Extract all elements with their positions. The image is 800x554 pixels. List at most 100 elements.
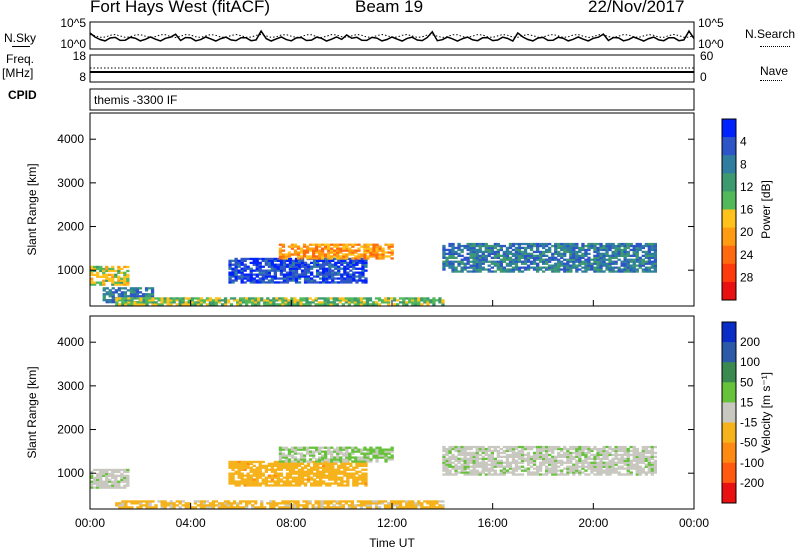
velocity-cell	[305, 448, 310, 451]
velocity-cell	[387, 456, 391, 459]
power-cell	[346, 267, 350, 270]
power-cell	[187, 297, 191, 300]
velocity-cell	[354, 448, 358, 451]
velocity-cell	[377, 502, 382, 505]
velocity-cell	[317, 500, 321, 503]
power-cell	[288, 263, 293, 266]
velocity-cell	[285, 462, 290, 465]
power-cell	[322, 263, 326, 266]
power-cell	[245, 301, 249, 304]
power-cell	[653, 256, 657, 259]
power-cell	[554, 264, 558, 267]
power-cell	[569, 266, 573, 269]
velocity-cell	[281, 446, 286, 449]
power-cell	[231, 275, 235, 278]
velocity-cell	[326, 502, 330, 505]
velocity-cell	[390, 500, 394, 503]
velocity-cell	[288, 462, 293, 465]
velocity-cell	[343, 472, 347, 475]
power-echo-region	[228, 257, 368, 284]
power-cell	[343, 267, 347, 270]
power-cell	[517, 268, 522, 271]
power-cell	[641, 258, 645, 261]
velocity-cell	[551, 445, 555, 449]
velocity-cell	[322, 462, 326, 465]
power-cell	[281, 245, 286, 248]
velocity-cell	[293, 458, 298, 461]
velocity-cell	[333, 456, 337, 459]
power-cell	[632, 268, 636, 271]
velocity-cell	[420, 502, 424, 505]
power-cell	[328, 275, 332, 278]
velocity-cell	[267, 474, 271, 477]
power-cell	[328, 259, 332, 262]
velocity-cell	[345, 452, 349, 455]
velocity-cell	[346, 480, 350, 483]
power-cell	[306, 267, 311, 270]
velocity-cell	[249, 466, 253, 469]
velocity-cell	[300, 466, 305, 469]
velocity-cell	[496, 473, 500, 476]
power-cell	[542, 270, 546, 273]
power-cell	[364, 279, 368, 282]
power-cell	[487, 260, 491, 263]
velocity-cell	[338, 506, 342, 509]
velocity-cell	[548, 461, 552, 464]
velocity-cell	[336, 456, 340, 459]
power-cell	[314, 297, 318, 300]
xtick-label: 00:00	[679, 516, 709, 530]
power-cell	[349, 257, 353, 261]
power-cell	[93, 265, 97, 269]
velocity-cell	[650, 465, 654, 468]
power-cell	[650, 254, 654, 257]
velocity-cell	[472, 457, 476, 460]
velocity-cell	[548, 471, 552, 474]
power-cell	[454, 260, 458, 263]
velocity-cell	[368, 504, 373, 507]
velocity-cell	[511, 453, 516, 457]
power-cell	[611, 270, 615, 273]
power-cell	[581, 262, 585, 265]
power-cell	[572, 258, 576, 261]
velocity-cell	[469, 447, 473, 451]
velocity-cell	[331, 462, 335, 465]
velocity-cell	[258, 472, 262, 475]
velocity-cell	[554, 471, 558, 474]
power-cell	[496, 252, 500, 255]
power-cell	[308, 249, 313, 252]
power-cell	[343, 279, 347, 282]
velocity-cell	[481, 463, 485, 466]
power-cell	[526, 260, 531, 263]
velocity-cell	[539, 457, 543, 460]
power-cell	[608, 268, 612, 271]
power-cell	[345, 243, 349, 246]
power-cell	[569, 268, 573, 271]
velocity-cell	[279, 478, 284, 481]
power-cell	[650, 242, 654, 246]
velocity-cell	[334, 478, 338, 481]
power-echo-region	[442, 242, 657, 273]
power-cell	[356, 303, 361, 306]
power-cell	[346, 263, 350, 266]
power-cell	[602, 264, 606, 267]
velocity-cell	[536, 469, 540, 472]
power-cell	[243, 265, 247, 268]
cpid-value: themis -3300 IF	[94, 93, 178, 107]
power-cell	[602, 244, 606, 248]
power-cell	[322, 271, 326, 274]
power-cell	[508, 258, 513, 261]
velocity-cell	[523, 457, 528, 460]
velocity-cell	[548, 447, 552, 451]
power-cell	[617, 266, 621, 269]
power-cell	[487, 264, 491, 267]
power-cell	[323, 299, 327, 302]
velocity-cell	[460, 457, 464, 460]
velocity-cell	[251, 506, 255, 509]
velocity-cell	[472, 471, 476, 474]
power-cell	[475, 256, 479, 259]
velocity-cell	[321, 446, 325, 449]
power-cell	[454, 266, 458, 269]
power-cell	[96, 273, 100, 276]
power-cell	[300, 263, 305, 266]
power-cell	[285, 275, 290, 278]
